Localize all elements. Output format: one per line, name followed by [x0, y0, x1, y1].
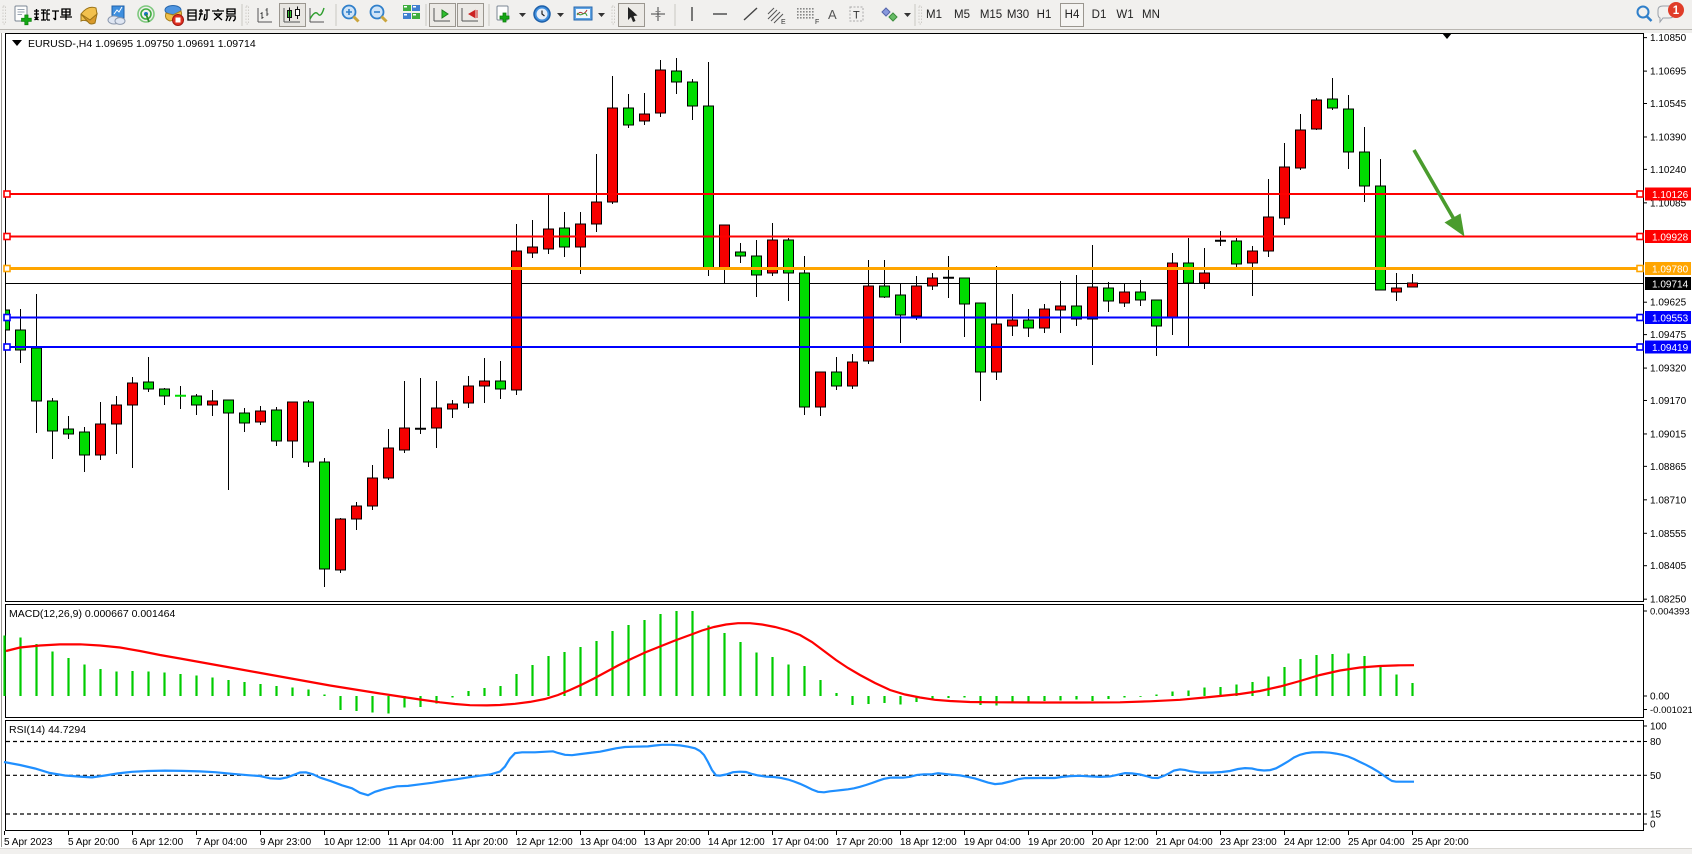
svg-text:12 Apr 12:00: 12 Apr 12:00 — [516, 837, 573, 848]
svg-text:1.09928: 1.09928 — [1652, 232, 1689, 243]
svg-text:23 Apr 23:00: 23 Apr 23:00 — [1220, 837, 1277, 848]
svg-text:17 Apr 20:00: 17 Apr 20:00 — [836, 837, 893, 848]
svg-text:13 Apr 04:00: 13 Apr 04:00 — [580, 837, 637, 848]
svg-text:5 Apr 2023: 5 Apr 2023 — [4, 837, 53, 848]
svg-text:9 Apr 23:00: 9 Apr 23:00 — [260, 837, 312, 848]
svg-text:EURUSD-,H4 1.09695 1.09750 1.: EURUSD-,H4 1.09695 1.09750 1.09691 1.097… — [28, 38, 256, 50]
svg-text:-0.001021: -0.001021 — [1650, 705, 1692, 716]
svg-text:M15: M15 — [980, 9, 1002, 21]
svg-text:1.08555: 1.08555 — [1650, 529, 1687, 540]
svg-text:0.004393: 0.004393 — [1650, 607, 1690, 618]
svg-text:1: 1 — [1673, 5, 1680, 17]
svg-text:1.09625: 1.09625 — [1650, 298, 1687, 309]
svg-text:100: 100 — [1650, 722, 1667, 733]
svg-text:80: 80 — [1650, 737, 1662, 748]
svg-text:E: E — [781, 19, 786, 26]
svg-text:50: 50 — [1650, 771, 1662, 782]
svg-text:D1: D1 — [1092, 9, 1107, 21]
svg-text:W1: W1 — [1116, 9, 1133, 21]
svg-text:19 Apr 20:00: 19 Apr 20:00 — [1028, 837, 1085, 848]
svg-text:1.10126: 1.10126 — [1652, 190, 1689, 201]
svg-text:1.08405: 1.08405 — [1650, 561, 1687, 572]
svg-text:1.09170: 1.09170 — [1650, 396, 1687, 407]
svg-text:M30: M30 — [1007, 9, 1029, 21]
svg-text:1.08865: 1.08865 — [1650, 462, 1687, 473]
svg-text:1.09015: 1.09015 — [1650, 429, 1687, 440]
svg-text:T: T — [853, 10, 860, 22]
svg-text:MACD(12,26,9) 0.000667 0.00146: MACD(12,26,9) 0.000667 0.001464 — [9, 608, 176, 620]
svg-text:1.09320: 1.09320 — [1650, 364, 1687, 375]
svg-text:1.09780: 1.09780 — [1652, 264, 1689, 275]
svg-text:19 Apr 04:00: 19 Apr 04:00 — [964, 837, 1021, 848]
svg-text:H4: H4 — [1065, 9, 1080, 21]
svg-text:25 Apr 20:00: 25 Apr 20:00 — [1412, 837, 1469, 848]
svg-text:11 Apr 04:00: 11 Apr 04:00 — [388, 837, 444, 848]
svg-text:M1: M1 — [926, 9, 942, 21]
svg-text:1.10695: 1.10695 — [1650, 67, 1687, 78]
svg-text:0.00: 0.00 — [1650, 692, 1670, 703]
svg-text:F: F — [815, 19, 819, 26]
svg-text:11 Apr 20:00: 11 Apr 20:00 — [452, 837, 508, 848]
svg-text:10 Apr 12:00: 10 Apr 12:00 — [324, 837, 381, 848]
svg-text:1.09475: 1.09475 — [1650, 330, 1687, 341]
svg-text:1.10850: 1.10850 — [1650, 33, 1687, 44]
svg-text:1.08710: 1.08710 — [1650, 495, 1687, 506]
svg-text:1.09419: 1.09419 — [1652, 343, 1689, 354]
svg-text:1.09553: 1.09553 — [1652, 313, 1689, 324]
svg-text:6 Apr 12:00: 6 Apr 12:00 — [132, 837, 184, 848]
svg-text:H1: H1 — [1037, 9, 1052, 21]
svg-text:21 Apr 04:00: 21 Apr 04:00 — [1156, 837, 1213, 848]
svg-text:MN: MN — [1142, 9, 1160, 21]
svg-text:20 Apr 12:00: 20 Apr 12:00 — [1092, 837, 1149, 848]
svg-text:5 Apr 20:00: 5 Apr 20:00 — [68, 837, 120, 848]
svg-text:18 Apr 12:00: 18 Apr 12:00 — [900, 837, 957, 848]
svg-text:M5: M5 — [954, 9, 970, 21]
svg-text:15: 15 — [1650, 810, 1662, 821]
svg-text:1.09714: 1.09714 — [1652, 279, 1689, 290]
svg-text:1.10545: 1.10545 — [1650, 99, 1687, 110]
svg-text:RSI(14) 44.7294: RSI(14) 44.7294 — [9, 724, 86, 736]
svg-text:1.10390: 1.10390 — [1650, 132, 1687, 143]
svg-text:7 Apr 04:00: 7 Apr 04:00 — [196, 837, 248, 848]
svg-text:17 Apr 04:00: 17 Apr 04:00 — [772, 837, 829, 848]
svg-text:25 Apr 04:00: 25 Apr 04:00 — [1348, 837, 1405, 848]
svg-text:14 Apr 12:00: 14 Apr 12:00 — [708, 837, 765, 848]
svg-text:1.10240: 1.10240 — [1650, 165, 1687, 176]
svg-text:A: A — [828, 7, 837, 22]
svg-text:0: 0 — [1650, 820, 1656, 831]
svg-text:1.10085: 1.10085 — [1650, 198, 1687, 209]
svg-text:13 Apr 20:00: 13 Apr 20:00 — [644, 837, 701, 848]
svg-text:1.08250: 1.08250 — [1650, 595, 1687, 606]
svg-text:24 Apr 12:00: 24 Apr 12:00 — [1284, 837, 1341, 848]
